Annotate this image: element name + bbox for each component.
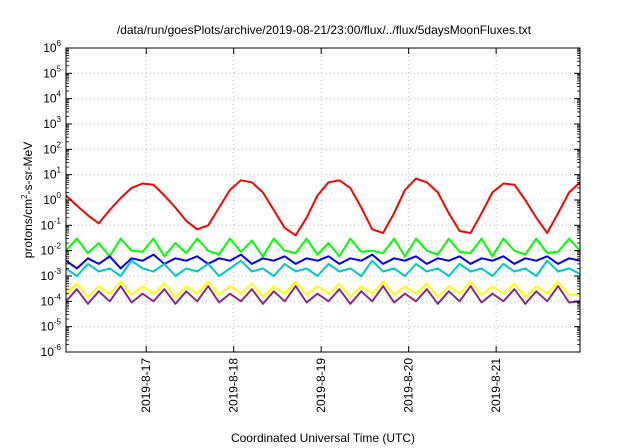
chart-title: /data/run/goesPlots/archive/2019-08-21/2… — [117, 23, 532, 37]
y-tick-label: 106 — [43, 39, 61, 55]
y-tick-label-exponent: -2 — [54, 242, 62, 251]
y-tick-label-base: 10 — [41, 244, 55, 258]
y-axis-label-superscript: 2 — [20, 194, 29, 199]
y-tick-label-exponent: 4 — [57, 90, 62, 99]
y-tick-label: 105 — [43, 64, 61, 80]
y-tick-label-exponent: -6 — [54, 343, 62, 352]
y-tick-label-base: 10 — [41, 320, 55, 334]
y-tick-label-exponent: 0 — [57, 191, 62, 200]
series-line-2 — [65, 237, 581, 258]
y-axis: 10-610-510-410-310-210-11001011021031041… — [41, 39, 580, 359]
y-tick-label-base: 10 — [41, 269, 55, 283]
x-tick-label: 2019-8-18 — [227, 358, 241, 413]
y-tick-label: 10-1 — [41, 216, 62, 232]
y-tick-label-exponent: 3 — [57, 115, 62, 124]
x-axis: 2019-8-17 2019-8-18 2019-8-19 2019-8-20 2019… — [139, 48, 503, 413]
y-axis-label: protons/cm2-s-sr-MeV — [20, 142, 35, 258]
y-tick-label-exponent: 1 — [57, 166, 62, 175]
y-tick-label: 103 — [43, 115, 61, 131]
y-tick-label-base: 10 — [43, 142, 57, 156]
series-line-3 — [65, 253, 581, 270]
y-tick-label-exponent: 2 — [57, 140, 62, 149]
y-tick-label-exponent: -3 — [54, 267, 62, 276]
x-tick-label: 2019-8-17 — [139, 358, 153, 413]
y-tick-label-base: 10 — [43, 41, 57, 55]
y-tick-label: 102 — [43, 140, 61, 156]
y-tick-label: 100 — [43, 191, 61, 207]
y-tick-label-exponent: -4 — [54, 292, 62, 301]
y-tick-label: 104 — [43, 90, 61, 106]
y-tick-label: 10-3 — [41, 267, 62, 283]
series-layer — [65, 177, 581, 305]
x-tick-label: 2019-8-20 — [402, 358, 416, 413]
x-axis-label: Coordinated Universal Time (UTC) — [231, 431, 415, 445]
y-tick-label-base: 10 — [43, 117, 57, 131]
y-tick-label-base: 10 — [41, 345, 55, 359]
series-line-4 — [65, 259, 581, 277]
y-tick-label-base: 10 — [43, 92, 57, 106]
x-tick-label: 2019-8-21 — [489, 358, 503, 413]
y-tick-label-base: 10 — [41, 218, 55, 232]
y-tick-label-exponent: -1 — [54, 216, 62, 225]
y-tick-label-exponent: -5 — [54, 318, 62, 327]
y-tick-label: 10-5 — [41, 318, 62, 334]
y-tick-label-exponent: 5 — [57, 64, 62, 73]
grid — [66, 48, 580, 352]
x-tick-label: 2019-8-19 — [314, 358, 328, 413]
y-tick-label: 10-2 — [41, 242, 62, 258]
series-line-1 — [65, 177, 581, 237]
y-tick-label-base: 10 — [41, 294, 55, 308]
y-tick-label-base: 10 — [43, 66, 57, 80]
y-tick-label: 101 — [43, 166, 61, 182]
series-line-6 — [65, 285, 581, 305]
y-tick-label-exponent: 6 — [57, 39, 62, 48]
series-line-5 — [65, 280, 581, 298]
y-tick-label-base: 10 — [43, 193, 57, 207]
y-tick-label: 10-6 — [41, 343, 62, 359]
y-tick-label-base: 10 — [43, 168, 57, 182]
y-tick-label: 10-4 — [41, 292, 62, 308]
y-axis-label-part-2: -s-sr-MeV — [21, 142, 35, 195]
y-axis-label-part-1: protons/cm — [21, 199, 35, 258]
